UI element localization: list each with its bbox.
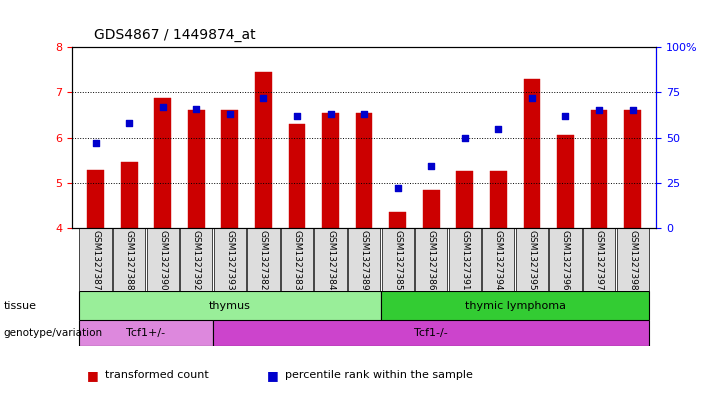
Point — [627, 107, 638, 114]
Bar — [281, 228, 313, 291]
Text: GSM1327397: GSM1327397 — [595, 230, 603, 290]
Text: ■: ■ — [267, 369, 278, 382]
Bar — [146, 228, 179, 291]
Bar — [113, 228, 145, 291]
Point — [190, 105, 202, 112]
Text: GDS4867 / 1449874_at: GDS4867 / 1449874_at — [94, 28, 255, 42]
Text: thymic lymphoma: thymic lymphoma — [464, 301, 566, 310]
Text: GSM1327386: GSM1327386 — [427, 230, 435, 290]
Bar — [213, 320, 650, 346]
Text: percentile rank within the sample: percentile rank within the sample — [285, 370, 473, 380]
Bar — [590, 110, 607, 228]
Bar — [456, 171, 473, 228]
Bar — [624, 110, 641, 228]
Bar — [557, 135, 574, 228]
Bar — [87, 170, 104, 228]
Point — [559, 113, 571, 119]
Bar — [180, 228, 213, 291]
Bar — [79, 228, 112, 291]
Point — [90, 140, 102, 146]
Bar — [549, 228, 582, 291]
Text: transformed count: transformed count — [105, 370, 208, 380]
Text: tissue: tissue — [4, 301, 37, 310]
Bar — [322, 113, 339, 228]
Text: GSM1327391: GSM1327391 — [460, 230, 469, 290]
Text: GSM1327398: GSM1327398 — [628, 230, 637, 290]
Point — [358, 111, 370, 117]
Bar — [482, 228, 515, 291]
Text: GSM1327395: GSM1327395 — [528, 230, 536, 290]
Point — [425, 163, 437, 170]
Bar — [255, 72, 272, 228]
Bar — [247, 228, 280, 291]
Point — [459, 134, 471, 141]
Bar — [213, 228, 246, 291]
Text: GSM1327389: GSM1327389 — [360, 230, 368, 290]
Bar — [355, 113, 373, 228]
Text: Tcf1+/-: Tcf1+/- — [126, 328, 166, 338]
Bar — [381, 291, 650, 320]
Point — [257, 95, 269, 101]
Point — [324, 111, 336, 117]
Bar — [583, 228, 615, 291]
Text: thymus: thymus — [209, 301, 251, 310]
Bar — [415, 228, 447, 291]
Point — [291, 113, 303, 119]
Bar — [79, 320, 213, 346]
Text: GSM1327384: GSM1327384 — [326, 230, 335, 290]
Bar — [448, 228, 481, 291]
Point — [526, 95, 538, 101]
Text: GSM1327383: GSM1327383 — [293, 230, 301, 290]
Point — [224, 111, 236, 117]
Text: GSM1327385: GSM1327385 — [393, 230, 402, 290]
Text: GSM1327387: GSM1327387 — [91, 230, 100, 290]
Text: genotype/variation: genotype/variation — [4, 328, 102, 338]
Text: GSM1327388: GSM1327388 — [125, 230, 133, 290]
Text: Tcf1-/-: Tcf1-/- — [415, 328, 448, 338]
Bar — [348, 228, 380, 291]
Bar — [490, 171, 507, 228]
Bar — [221, 110, 238, 228]
Bar — [381, 228, 414, 291]
Text: GSM1327382: GSM1327382 — [259, 230, 268, 290]
Text: GSM1327392: GSM1327392 — [192, 230, 200, 290]
Bar — [389, 212, 406, 228]
Text: GSM1327396: GSM1327396 — [561, 230, 570, 290]
Bar — [516, 228, 548, 291]
Bar — [423, 189, 440, 228]
Bar — [154, 98, 171, 228]
Bar — [616, 228, 649, 291]
Point — [392, 185, 404, 191]
Bar — [121, 162, 138, 228]
Bar — [288, 124, 306, 228]
Bar — [314, 228, 347, 291]
Text: GSM1327394: GSM1327394 — [494, 230, 503, 290]
Point — [492, 125, 504, 132]
Text: ■: ■ — [87, 369, 98, 382]
Text: GSM1327390: GSM1327390 — [158, 230, 167, 290]
Point — [593, 107, 605, 114]
Bar — [79, 291, 381, 320]
Bar — [523, 79, 540, 228]
Bar — [188, 110, 205, 228]
Point — [123, 120, 135, 126]
Text: GSM1327393: GSM1327393 — [226, 230, 234, 290]
Point — [157, 104, 169, 110]
